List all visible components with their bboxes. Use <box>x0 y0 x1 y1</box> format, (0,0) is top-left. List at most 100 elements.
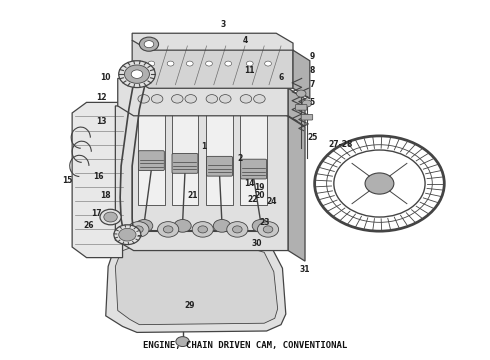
Circle shape <box>246 61 253 66</box>
Text: 4: 4 <box>243 36 247 45</box>
Text: 31: 31 <box>300 265 310 274</box>
Circle shape <box>263 226 273 233</box>
Circle shape <box>206 95 218 103</box>
Circle shape <box>213 220 231 232</box>
Text: 23: 23 <box>259 218 270 227</box>
Text: 9: 9 <box>310 52 315 61</box>
Circle shape <box>151 95 163 103</box>
Circle shape <box>206 61 212 66</box>
Text: 1: 1 <box>201 142 207 151</box>
FancyBboxPatch shape <box>172 153 198 173</box>
Polygon shape <box>293 50 310 99</box>
Circle shape <box>131 70 143 78</box>
Circle shape <box>119 228 136 241</box>
Polygon shape <box>138 109 165 205</box>
Text: 27-28: 27-28 <box>329 140 353 149</box>
Circle shape <box>198 226 208 233</box>
Polygon shape <box>288 88 305 126</box>
Circle shape <box>182 58 197 69</box>
Polygon shape <box>106 238 286 332</box>
Text: 19: 19 <box>254 183 265 192</box>
Circle shape <box>172 95 183 103</box>
Circle shape <box>124 65 149 83</box>
Circle shape <box>138 95 149 103</box>
Circle shape <box>163 58 178 69</box>
Circle shape <box>254 95 265 103</box>
Polygon shape <box>132 33 293 50</box>
Circle shape <box>176 337 189 347</box>
Circle shape <box>104 212 117 222</box>
Circle shape <box>174 220 191 232</box>
Circle shape <box>242 58 257 69</box>
Circle shape <box>201 58 217 69</box>
Circle shape <box>252 220 270 232</box>
Text: 11: 11 <box>245 66 255 75</box>
Circle shape <box>220 95 231 103</box>
Polygon shape <box>240 109 267 205</box>
Circle shape <box>233 226 242 233</box>
Circle shape <box>260 58 276 69</box>
FancyBboxPatch shape <box>301 114 313 120</box>
FancyBboxPatch shape <box>138 151 164 171</box>
FancyBboxPatch shape <box>207 156 233 176</box>
Text: 13: 13 <box>96 117 106 126</box>
Polygon shape <box>118 78 288 116</box>
Circle shape <box>296 90 306 97</box>
Text: 5: 5 <box>310 98 315 107</box>
Circle shape <box>119 61 155 87</box>
FancyBboxPatch shape <box>295 104 307 110</box>
Text: 26: 26 <box>84 221 94 230</box>
Text: 15: 15 <box>62 176 73 185</box>
Text: 2: 2 <box>238 154 243 163</box>
Circle shape <box>257 222 279 237</box>
Circle shape <box>227 222 248 237</box>
Polygon shape <box>288 117 305 261</box>
Circle shape <box>185 95 196 103</box>
Text: 3: 3 <box>221 20 226 29</box>
Circle shape <box>163 226 173 233</box>
Text: 14: 14 <box>245 179 255 188</box>
Circle shape <box>134 226 143 233</box>
Polygon shape <box>132 40 293 88</box>
Circle shape <box>100 209 121 225</box>
Text: 30: 30 <box>252 239 262 248</box>
Text: 20: 20 <box>254 192 265 201</box>
Text: 12: 12 <box>96 93 106 102</box>
Circle shape <box>114 225 141 244</box>
Text: 8: 8 <box>310 66 315 75</box>
Circle shape <box>144 41 154 48</box>
Polygon shape <box>172 109 198 205</box>
Circle shape <box>240 95 252 103</box>
Circle shape <box>136 220 153 232</box>
Text: 22: 22 <box>247 195 257 204</box>
Text: 25: 25 <box>307 133 318 142</box>
Text: 29: 29 <box>185 301 195 310</box>
Polygon shape <box>115 106 288 251</box>
Text: 21: 21 <box>187 192 197 201</box>
Circle shape <box>192 222 213 237</box>
Text: 16: 16 <box>93 172 104 181</box>
Polygon shape <box>115 245 278 325</box>
Circle shape <box>225 61 232 66</box>
Polygon shape <box>206 109 233 205</box>
Circle shape <box>128 222 149 237</box>
Text: 10: 10 <box>100 73 111 82</box>
Circle shape <box>365 173 394 194</box>
Circle shape <box>139 37 159 51</box>
Circle shape <box>186 61 193 66</box>
FancyBboxPatch shape <box>241 159 267 179</box>
Circle shape <box>220 58 236 69</box>
Circle shape <box>148 61 155 66</box>
Circle shape <box>302 100 312 107</box>
Circle shape <box>167 61 174 66</box>
Text: 7: 7 <box>310 80 315 89</box>
Text: ENGINE, CHAIN DRIVEN CAM, CONVENTIONAL: ENGINE, CHAIN DRIVEN CAM, CONVENTIONAL <box>143 341 347 350</box>
Circle shape <box>144 58 159 69</box>
Text: 24: 24 <box>266 197 277 206</box>
Circle shape <box>265 61 271 66</box>
Polygon shape <box>72 102 122 258</box>
Circle shape <box>158 222 179 237</box>
Text: 6: 6 <box>278 73 284 82</box>
Text: 17: 17 <box>91 209 101 218</box>
Text: 18: 18 <box>100 192 111 201</box>
